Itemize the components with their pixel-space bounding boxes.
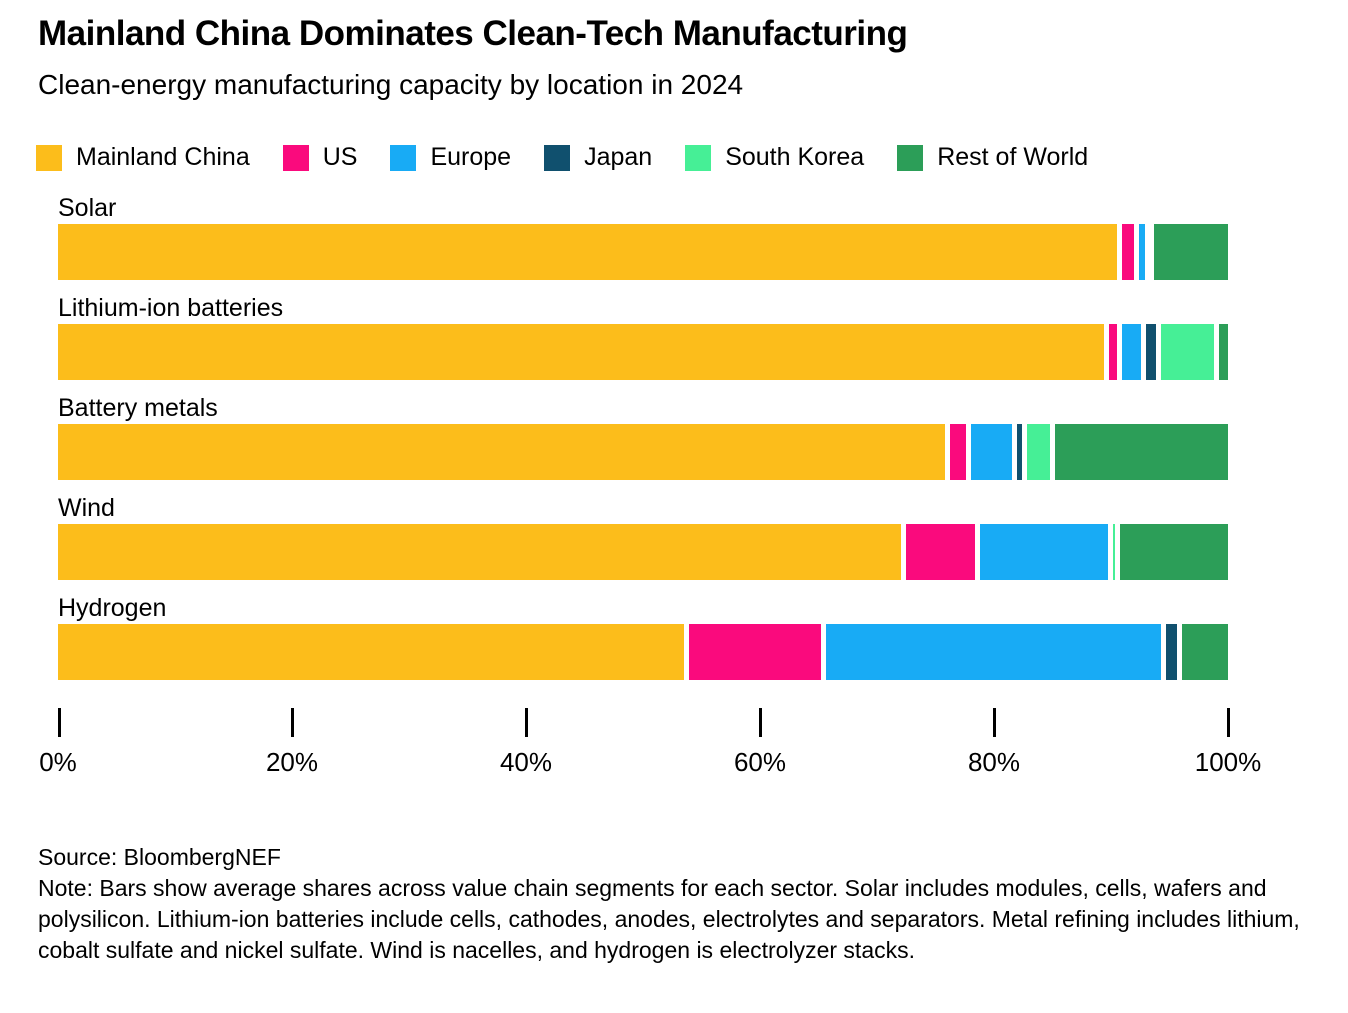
chart-subtitle: Clean-energy manufacturing capacity by l… [38, 69, 744, 101]
bar-segment-rest-of-world [1120, 524, 1228, 581]
legend-label: Japan [584, 143, 653, 172]
bar-label: Battery metals [58, 394, 218, 423]
axis-tick [759, 708, 762, 738]
bar-segment-rest-of-world [1218, 324, 1228, 381]
bar-segment-mainland-china [58, 224, 1117, 281]
legend-swatch-icon [685, 144, 712, 171]
legend-item-japan: Japan [544, 143, 652, 172]
legend-swatch-icon [544, 144, 571, 171]
bar-segment-mainland-china [58, 624, 684, 681]
axis-tick [1227, 708, 1230, 738]
legend-item-rest-of-world: Rest of World [897, 143, 1088, 172]
bar-segment-mainland-china [58, 324, 1104, 381]
bar-label: Wind [58, 494, 115, 523]
bar-solar [58, 224, 1228, 281]
bar-segment-south-korea [1113, 524, 1116, 581]
bar-segment-us [688, 624, 821, 681]
legend-item-mainland-china: Mainland China [36, 143, 250, 172]
legend-label: Rest of World [937, 143, 1089, 172]
note-text: Note: Bars show average shares across va… [38, 875, 1300, 964]
bar-segment-japan [1146, 324, 1157, 381]
legend-swatch-icon [390, 144, 417, 171]
legend-label: US [322, 143, 358, 172]
bar-segment-japan [1165, 624, 1178, 681]
legend-swatch-icon [897, 144, 924, 171]
bar-segment-us [906, 524, 975, 581]
legend-label: Europe [430, 143, 512, 172]
chart-title: Mainland China Dominates Clean-Tech Manu… [38, 14, 908, 53]
axis-tick-label: 60% [733, 747, 787, 778]
chart-row-solar: Solar [58, 194, 1310, 281]
chart-row-battery-metals: Battery metals [58, 394, 1310, 481]
x-axis: 0% 20% 40% 60% 80% 100% [39, 708, 1261, 784]
bar-segment-europe [1121, 324, 1142, 381]
bar-label: Solar [58, 194, 117, 223]
bar-segment-us [949, 424, 966, 481]
axis-tick [291, 708, 294, 738]
bar-battery-metals [58, 424, 1228, 481]
stacked-bar-chart: Solar Lithium-ion batteries Battery metals… [58, 194, 1310, 681]
bar-segment-europe [979, 524, 1109, 581]
bar-segment-japan [1017, 424, 1022, 481]
bar-segment-us [1108, 324, 1117, 381]
bar-segment-rest-of-world [1054, 424, 1228, 481]
axis-tick-label: 20% [265, 747, 319, 778]
chart-row-wind: Wind [58, 494, 1310, 581]
bar-segment-south-korea [1161, 324, 1214, 381]
legend-item-europe: Europe [390, 143, 511, 172]
chart-row-hydrogen: Hydrogen [58, 594, 1310, 681]
legend-item-us: US [282, 143, 358, 172]
chart-row-lithium-ion-batteries: Lithium-ion batteries [58, 294, 1310, 381]
bar-segment-europe [1139, 224, 1145, 281]
chart-container: Mainland China Dominates Clean-Tech Manu… [36, 14, 1310, 966]
bar-label: Lithium-ion batteries [58, 294, 284, 323]
bar-segment-europe [825, 624, 1161, 681]
axis-tick-label: 0% [39, 747, 77, 778]
legend-item-south-korea: South Korea [685, 143, 864, 172]
bar-segment-mainland-china [58, 424, 945, 481]
axis-tick [58, 708, 61, 738]
chart-footer: Source: BloombergNEF Note: Bars show ave… [38, 842, 1310, 966]
legend-swatch-icon [36, 144, 62, 171]
bar-segment-mainland-china [58, 524, 902, 581]
axis-tick-label: 40% [499, 747, 553, 778]
source-text: Source: BloombergNEF [38, 844, 281, 871]
bar-label: Hydrogen [58, 594, 167, 623]
bar-segment-south-korea [1026, 424, 1050, 481]
legend-label: Mainland China [76, 143, 250, 172]
bar-segment-us [1121, 224, 1135, 281]
legend: Mainland China US Europe Japan South Korea Re… [36, 143, 1310, 172]
bar-wind [58, 524, 1228, 581]
legend-swatch-icon [282, 144, 309, 171]
bar-hydrogen [58, 624, 1228, 681]
axis-tick [525, 708, 528, 738]
axis-tick-label: 100% [1194, 747, 1262, 778]
axis-tick-label: 80% [967, 747, 1021, 778]
bar-segment-europe [970, 424, 1013, 481]
axis-tick [993, 708, 996, 738]
legend-label: South Korea [725, 143, 865, 172]
bar-lithium-ion-batteries [58, 324, 1228, 381]
bar-segment-rest-of-world [1182, 624, 1228, 681]
bar-segment-rest-of-world [1154, 224, 1228, 281]
